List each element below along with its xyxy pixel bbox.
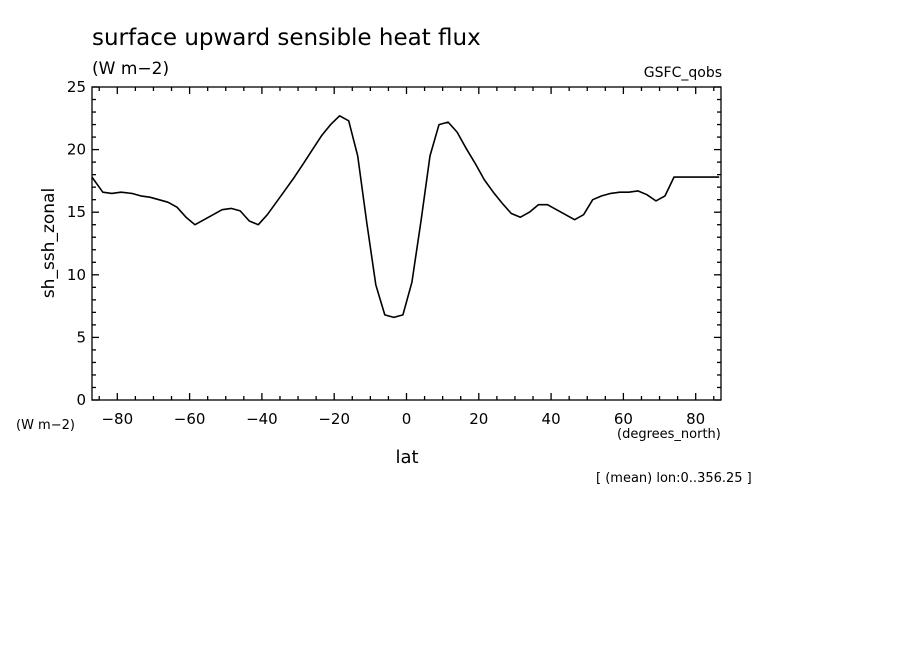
- y-tick-label: 20: [67, 141, 86, 159]
- plot-frame: [91, 86, 722, 401]
- y-units-label: (W m−2): [16, 418, 75, 433]
- y-tick-label: 25: [67, 78, 86, 96]
- tick-labels: −80 −60 −40 −20 0 20 40 60 80 0 5 10 15 20 25: [67, 78, 705, 428]
- x-tick-label: −60: [174, 410, 206, 428]
- y-tick-label: 10: [67, 266, 86, 284]
- x-tick-label: 20: [469, 410, 488, 428]
- y-tick-label: 0: [76, 391, 86, 409]
- x-tick-label: 60: [614, 410, 633, 428]
- chart-title: surface upward sensible heat flux: [92, 25, 481, 51]
- y-tick-label: 15: [67, 203, 86, 221]
- x-tick-label: −80: [101, 410, 133, 428]
- x-tick-label: 80: [686, 410, 705, 428]
- x-units-label: (degrees_north): [617, 427, 721, 442]
- source-label: GSFC_qobs: [644, 65, 722, 81]
- x-tick-label: 40: [542, 410, 561, 428]
- series-line: [91, 115, 720, 319]
- footnote: [ (mean) lon:0..356.25 ]: [596, 471, 752, 486]
- y-axis-label: sh_ssh_zonal: [39, 188, 59, 298]
- tick-marks: [92, 86, 721, 401]
- x-tick-label: −20: [318, 410, 350, 428]
- x-tick-label: −40: [246, 410, 278, 428]
- units-label: (W m−2): [92, 59, 169, 79]
- y-tick-label: 5: [76, 328, 86, 346]
- x-axis-label: lat: [395, 447, 418, 468]
- x-tick-label: 0: [402, 410, 412, 428]
